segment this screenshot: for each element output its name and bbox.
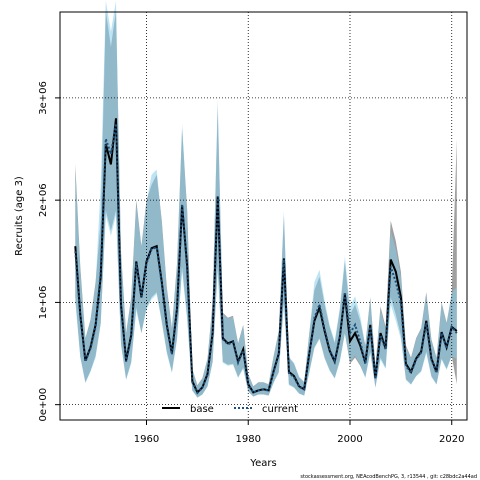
line-current (74, 123, 458, 395)
plot-frame (59, 11, 468, 421)
y-tick-label-1e+06: 1e+06 (38, 286, 49, 320)
y-tick-label-2e+06: 2e+06 (38, 183, 49, 217)
band-current (75, 0, 457, 398)
x-axis: 1960 1980 2000 2020 (134, 420, 464, 445)
x-tick-label-2020: 2020 (439, 434, 464, 445)
x-axis-title: Years (249, 458, 276, 469)
line-base (74, 118, 458, 395)
legend-label-base: base (190, 404, 214, 415)
y-tick-label-3e+06: 3e+06 (38, 81, 49, 115)
x-tick-label-1960: 1960 (134, 434, 159, 445)
x-tick-label-2000: 2000 (337, 434, 362, 445)
footnote: stockassessment.org, NEAcodBenchPG, 3, r… (300, 474, 477, 480)
confidence-bands (75, 0, 457, 398)
y-axis-title: Recruits (age 3) (14, 176, 25, 256)
y-axis: 0e+00 1e+06 2e+06 3e+06 (38, 81, 60, 421)
legend: base current (162, 404, 298, 415)
grid (60, 12, 467, 420)
x-tick-label-1980: 1980 (236, 434, 261, 445)
y-tick-label-0e+00: 0e+00 (38, 388, 49, 422)
legend-label-current: current (262, 404, 298, 415)
series-lines (74, 118, 458, 395)
